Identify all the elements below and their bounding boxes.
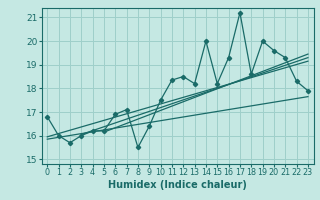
X-axis label: Humidex (Indice chaleur): Humidex (Indice chaleur): [108, 180, 247, 190]
